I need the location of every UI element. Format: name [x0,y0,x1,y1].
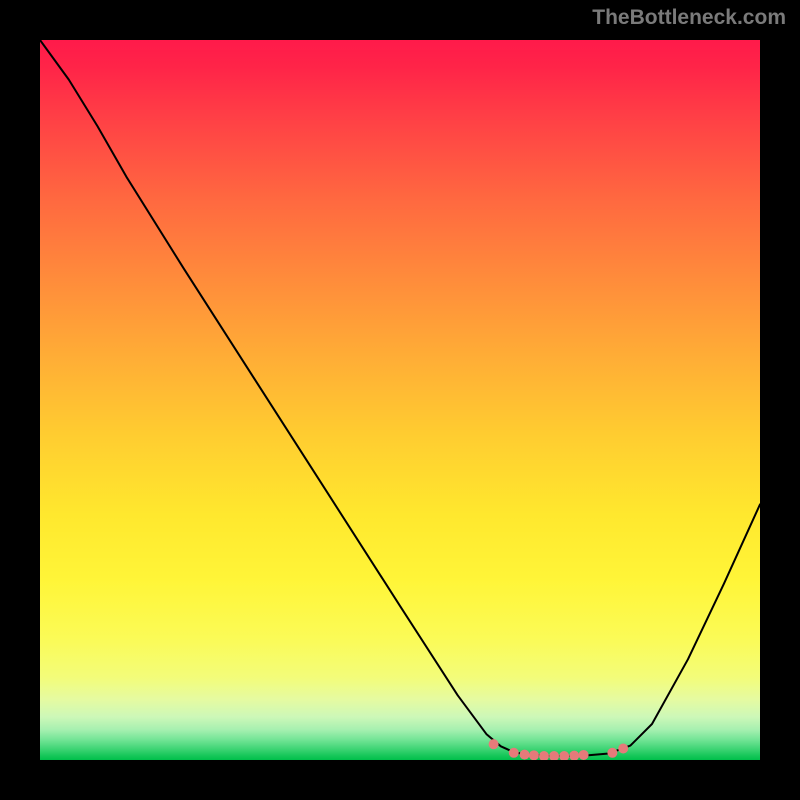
marker-point [618,743,628,753]
curve-layer [40,40,760,760]
marker-point [569,751,579,760]
marker-point [489,739,499,749]
marker-point [509,748,519,758]
watermark-text: TheBottleneck.com [592,6,786,30]
marker-point [529,750,539,760]
plot-area [40,40,760,760]
marker-point [559,751,569,760]
marker-point [579,750,589,760]
marker-point [539,751,549,760]
curve-line [40,40,760,756]
marker-point [549,751,559,760]
marker-point [607,748,617,758]
marker-point [520,750,530,760]
